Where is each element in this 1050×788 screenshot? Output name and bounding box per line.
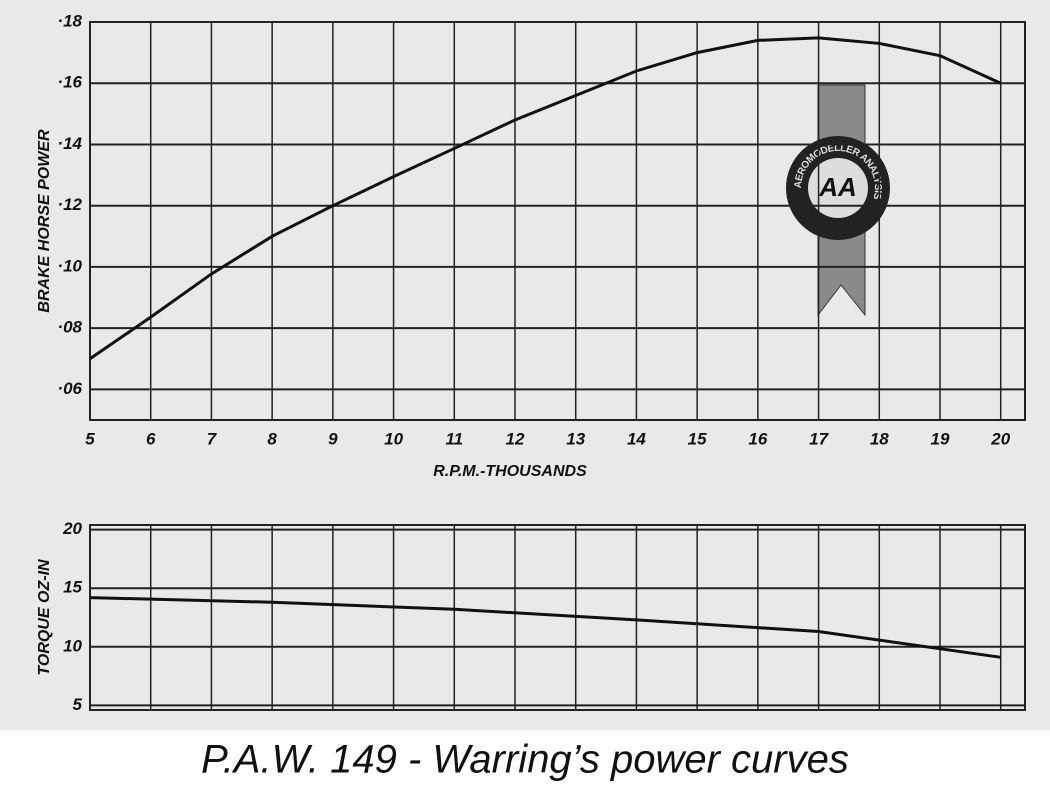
data-line: [89, 596, 1001, 659]
seal-inner: [808, 158, 868, 218]
y-tick-label: ·18: [57, 11, 82, 30]
x-tick-label: 8: [267, 429, 277, 448]
x-tick-label: 9: [328, 429, 338, 448]
x-tick-label: 19: [931, 429, 950, 448]
x-tick-label: 6: [146, 429, 156, 448]
y-tick-label: ·14: [57, 134, 82, 153]
y-tick-label: ·16: [57, 73, 82, 92]
x-tick-label: 10: [384, 429, 403, 448]
x-tick-label: 13: [566, 429, 585, 448]
y-tick-label: 20: [62, 519, 82, 538]
x-tick-label: 11: [445, 429, 463, 448]
x-tick-label: 17: [809, 429, 829, 448]
x-tick-label: 16: [748, 429, 767, 448]
badge: AEROMODELLER ANALYSIS AA: [786, 84, 890, 317]
x-tick-label: 5: [85, 429, 95, 448]
y-axis-label: BRAKE HORSE POWER: [36, 129, 53, 313]
paper: [0, 0, 1050, 730]
y-axis-label: TORQUE OZ-IN: [36, 559, 53, 676]
data-line: [89, 36, 1002, 361]
y-tick-label: 15: [63, 578, 82, 597]
y-tick-label: ·10: [57, 256, 82, 275]
x-tick-label: 20: [990, 429, 1010, 448]
y-tick-label: ·12: [57, 195, 82, 214]
y-tick-label: 10: [63, 636, 82, 655]
x-tick-label: 15: [688, 429, 707, 448]
y-tick-label: ·06: [57, 379, 82, 398]
y-tick-label: 5: [73, 695, 83, 714]
x-axis-label: R.P.M.-THOUSANDS: [433, 463, 587, 480]
y-tick-label: ·08: [57, 318, 82, 337]
x-tick-label: 18: [870, 429, 889, 448]
x-tick-label: 14: [627, 429, 646, 448]
x-tick-label: 7: [207, 429, 218, 448]
badge-monogram: AA: [818, 172, 857, 202]
x-tick-label: 12: [506, 429, 525, 448]
caption: P.A.W. 149 - Warring’s power curves: [201, 738, 849, 782]
